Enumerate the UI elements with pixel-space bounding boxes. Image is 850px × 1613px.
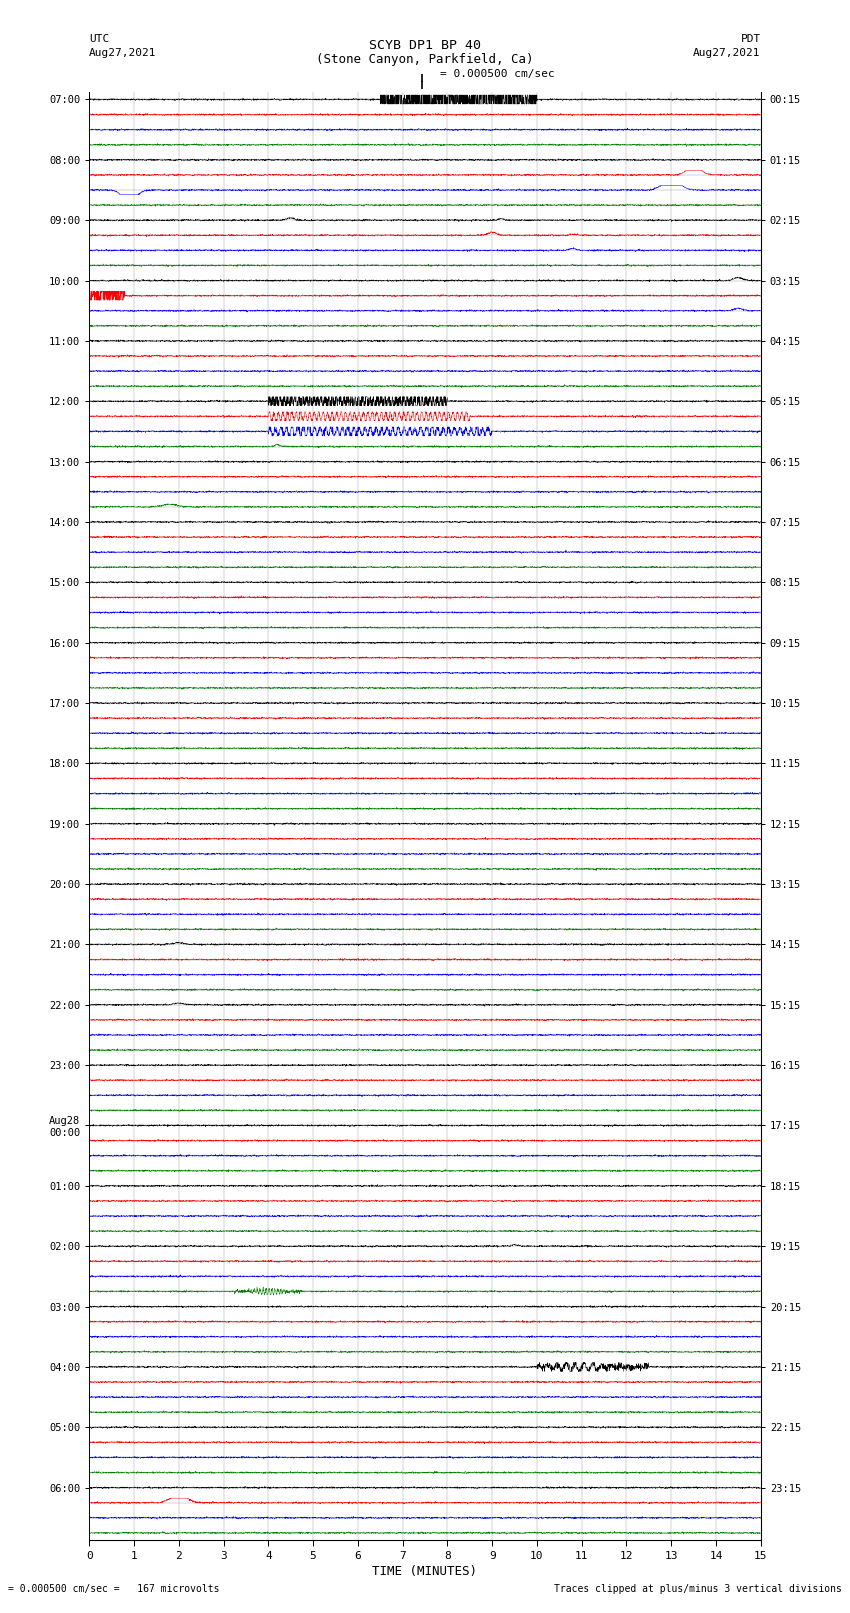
Text: Aug27,2021: Aug27,2021 xyxy=(89,48,156,58)
Text: Aug27,2021: Aug27,2021 xyxy=(694,48,761,58)
Text: PDT: PDT xyxy=(740,34,761,44)
Text: Traces clipped at plus/minus 3 vertical divisions: Traces clipped at plus/minus 3 vertical … xyxy=(553,1584,842,1594)
Text: = 0.000500 cm/sec: = 0.000500 cm/sec xyxy=(440,69,555,79)
Text: (Stone Canyon, Parkfield, Ca): (Stone Canyon, Parkfield, Ca) xyxy=(316,53,534,66)
Text: SCYB DP1 BP 40: SCYB DP1 BP 40 xyxy=(369,39,481,52)
Text: = 0.000500 cm/sec =   167 microvolts: = 0.000500 cm/sec = 167 microvolts xyxy=(8,1584,220,1594)
Text: UTC: UTC xyxy=(89,34,110,44)
X-axis label: TIME (MINUTES): TIME (MINUTES) xyxy=(372,1565,478,1578)
